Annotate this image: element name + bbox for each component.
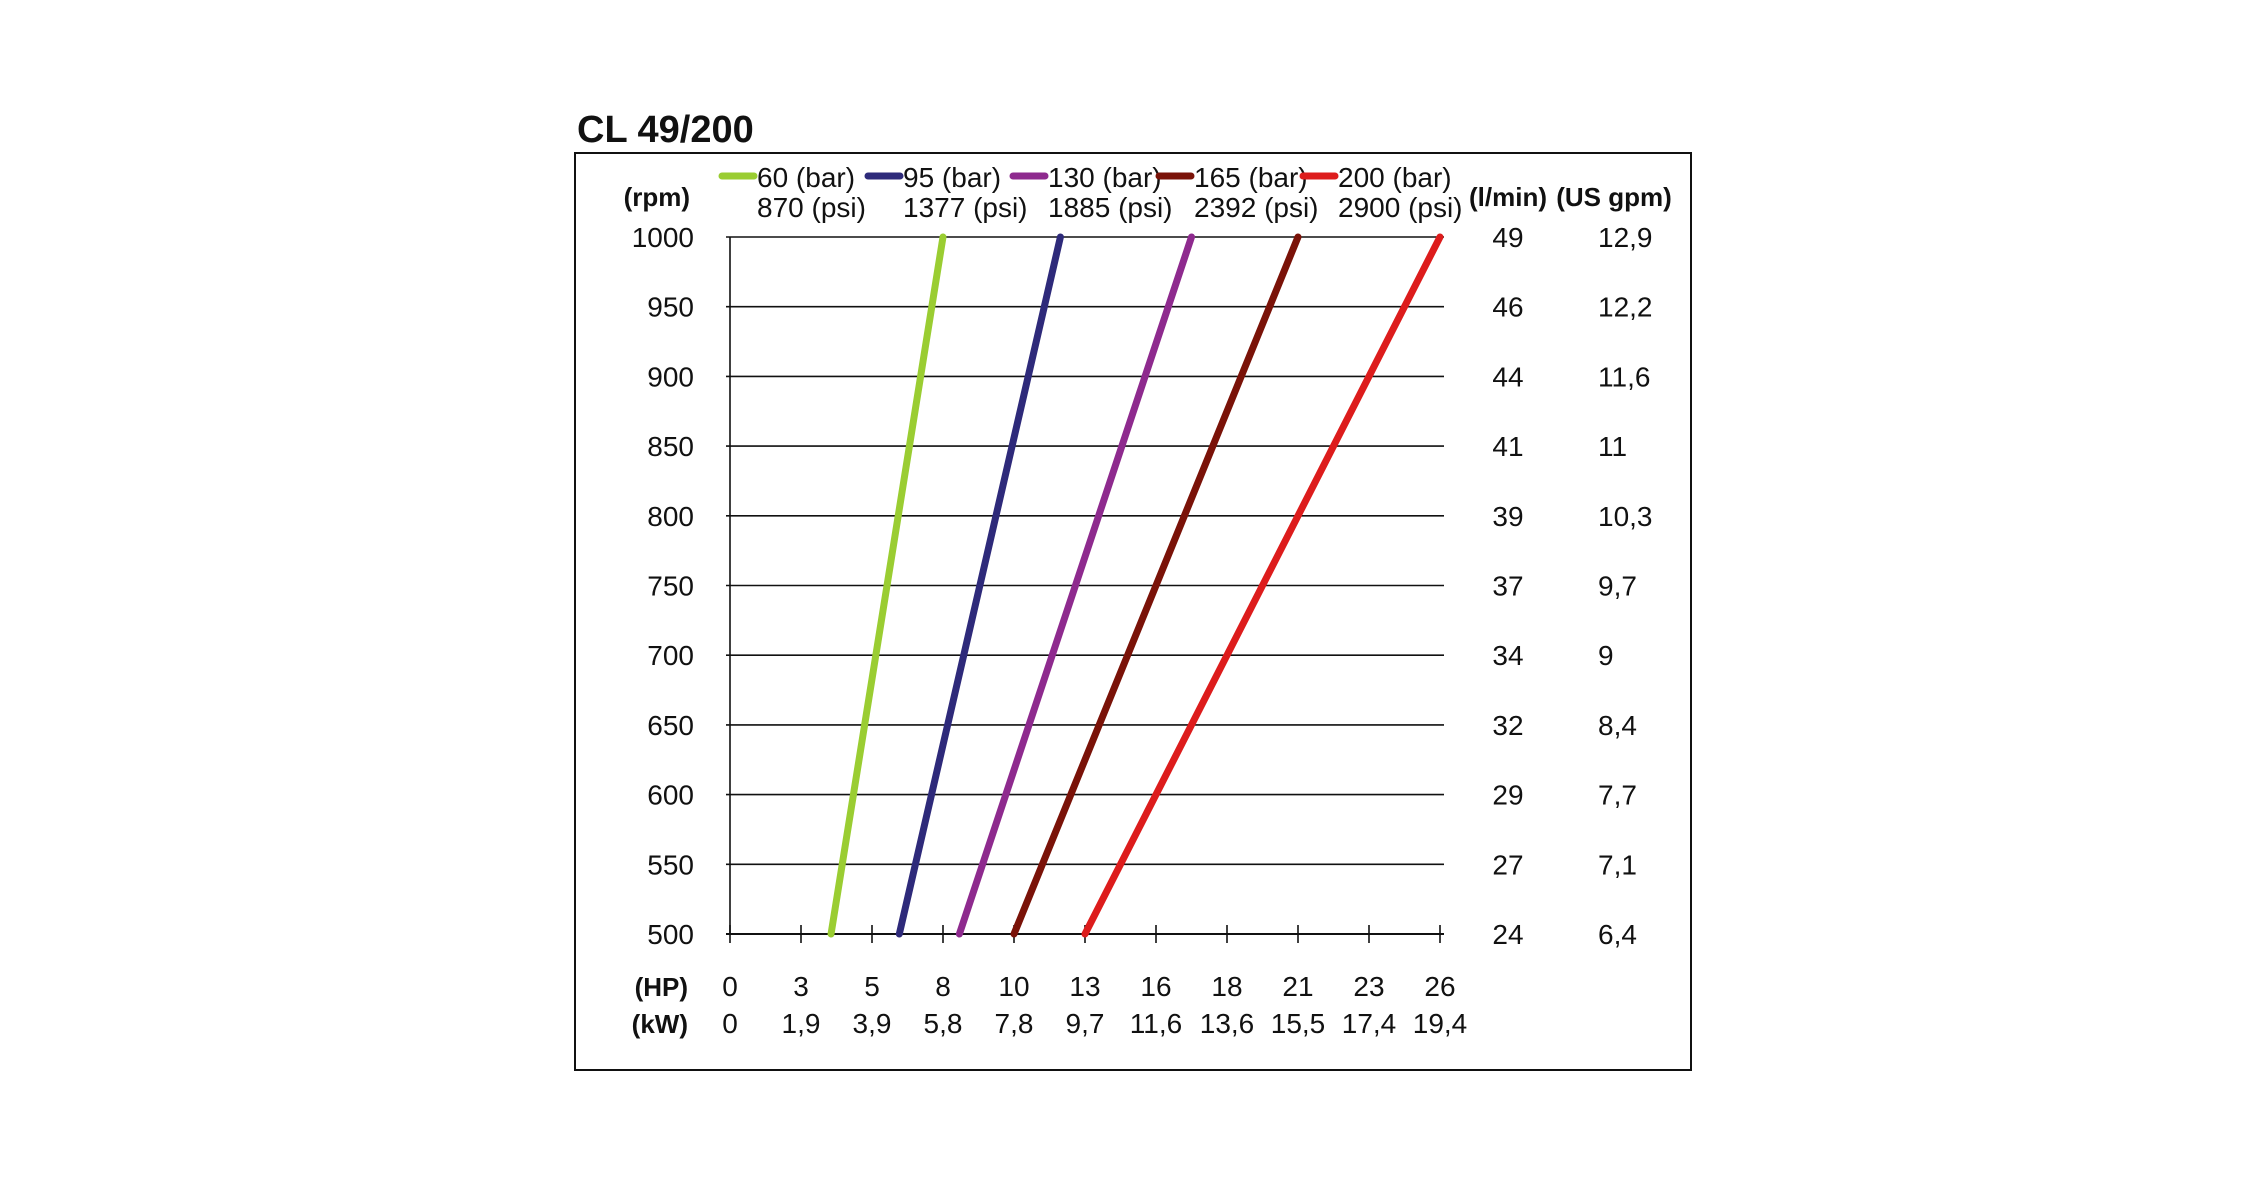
legend-label-bar: 130 (bar) xyxy=(1048,162,1162,193)
y-tick-label: 1000 xyxy=(632,222,694,253)
gpm-tick-label: 8,4 xyxy=(1598,710,1637,741)
y-tick-labels: 1000 950 900 850 800 750 700 650 600 550 500 xyxy=(632,222,694,950)
lmin-tick-label: 32 xyxy=(1492,710,1523,741)
legend-label-psi: 870 (psi) xyxy=(757,192,866,223)
gpm-tick-label: 7,1 xyxy=(1598,849,1637,880)
y-tick-label: 500 xyxy=(647,919,694,950)
legend-label-bar: 165 (bar) xyxy=(1194,162,1308,193)
kw-tick-label: 7,8 xyxy=(995,1008,1034,1039)
y-tick-label: 750 xyxy=(647,571,694,602)
lmin-tick-label: 39 xyxy=(1492,501,1523,532)
kw-tick-label: 17,4 xyxy=(1342,1008,1397,1039)
gpm-tick-label: 6,4 xyxy=(1598,919,1637,950)
hp-tick-label: 5 xyxy=(864,971,880,1002)
kw-tick-label: 1,9 xyxy=(782,1008,821,1039)
y-tick-label: 900 xyxy=(647,361,694,392)
series-line xyxy=(1010,233,1302,938)
lmin-tick-label: 34 xyxy=(1492,640,1523,671)
hp-tick-label: 10 xyxy=(998,971,1029,1002)
hp-tick-label: 26 xyxy=(1424,971,1455,1002)
series-line xyxy=(827,233,947,938)
gpm-tick-label: 12,9 xyxy=(1598,222,1653,253)
lmin-tick-label: 27 xyxy=(1492,849,1523,880)
lmin-tick-label: 29 xyxy=(1492,780,1523,811)
gpm-tick-label: 9 xyxy=(1598,640,1614,671)
kw-tick-label: 3,9 xyxy=(853,1008,892,1039)
y-tick-label: 950 xyxy=(647,292,694,323)
y-axis-label: (rpm) xyxy=(624,182,690,212)
grid xyxy=(726,236,1444,943)
kw-tick-label: 9,7 xyxy=(1066,1008,1105,1039)
gpm-tick-label: 7,7 xyxy=(1598,780,1637,811)
lmin-tick-label: 41 xyxy=(1492,431,1523,462)
gpm-tick-label: 9,7 xyxy=(1598,571,1637,602)
kw-tick-label: 5,8 xyxy=(924,1008,963,1039)
y-tick-label: 650 xyxy=(647,710,694,741)
gpm-tick-label: 11 xyxy=(1598,431,1627,462)
legend-label-psi: 2900 (psi) xyxy=(1338,192,1463,223)
legend: 60 (bar)870 (psi) 95 (bar)1377 (psi) 130 (… xyxy=(718,162,1463,223)
series-lines xyxy=(827,233,1444,938)
lmin-tick-label: 24 xyxy=(1492,919,1523,950)
right-axis-label-gpm: (US gpm) xyxy=(1556,182,1672,212)
legend-label-bar: 95 (bar) xyxy=(903,162,1001,193)
kw-tick-label: 11,6 xyxy=(1130,1008,1182,1039)
series-line xyxy=(1081,233,1444,938)
right-tick-labels: 49 12,9 46 12,2 44 11,6 41 11 39 10,3 37 9,7 34 9 32 8,… xyxy=(1492,222,1652,950)
kw-tick-label: 0 xyxy=(722,1008,738,1039)
gpm-tick-label: 11,6 xyxy=(1598,361,1650,392)
hp-tick-label: 3 xyxy=(793,971,809,1002)
kw-tick-label: 15,5 xyxy=(1271,1008,1326,1039)
hp-tick-label: 23 xyxy=(1353,971,1384,1002)
y-tick-label: 800 xyxy=(647,501,694,532)
lmin-tick-label: 37 xyxy=(1492,571,1523,602)
gpm-tick-label: 12,2 xyxy=(1598,292,1653,323)
chart-title: CL 49/200 xyxy=(577,109,754,151)
lmin-tick-label: 44 xyxy=(1492,361,1523,392)
hp-tick-label: 18 xyxy=(1211,971,1242,1002)
kw-tick-label: 13,6 xyxy=(1200,1008,1255,1039)
hp-tick-label: 16 xyxy=(1140,971,1171,1002)
hp-tick-label: 8 xyxy=(935,971,951,1002)
hp-tick-label: 21 xyxy=(1282,971,1313,1002)
series-line xyxy=(955,233,1195,938)
hp-tick-label: 0 xyxy=(722,971,738,1002)
y-tick-label: 550 xyxy=(647,849,694,880)
x-axis-label-hp: (HP) xyxy=(635,972,688,1002)
legend-label-bar: 60 (bar) xyxy=(757,162,855,193)
y-tick-label: 700 xyxy=(647,640,694,671)
gpm-tick-label: 10,3 xyxy=(1598,501,1653,532)
legend-label-psi: 2392 (psi) xyxy=(1194,192,1319,223)
kw-tick-label: 19,4 xyxy=(1413,1008,1468,1039)
hp-tick-label: 13 xyxy=(1069,971,1100,1002)
legend-label-psi: 1377 (psi) xyxy=(903,192,1028,223)
legend-label-psi: 1885 (psi) xyxy=(1048,192,1173,223)
series-line xyxy=(895,233,1064,938)
right-axis-label-lmin: (l/min) xyxy=(1469,182,1547,212)
y-tick-label: 850 xyxy=(647,431,694,462)
lmin-tick-label: 46 xyxy=(1492,292,1523,323)
y-tick-label: 600 xyxy=(647,780,694,811)
x-axis-label-kw: (kW) xyxy=(632,1009,688,1039)
x-tick-labels: 0 0 3 1,9 5 3,9 8 5,8 10 7,8 13 9,7 16 11,6 18 13,6 21 15… xyxy=(722,971,1467,1039)
lmin-tick-label: 49 xyxy=(1492,222,1523,253)
legend-label-bar: 200 (bar) xyxy=(1338,162,1452,193)
chart-frame xyxy=(574,152,1692,1071)
